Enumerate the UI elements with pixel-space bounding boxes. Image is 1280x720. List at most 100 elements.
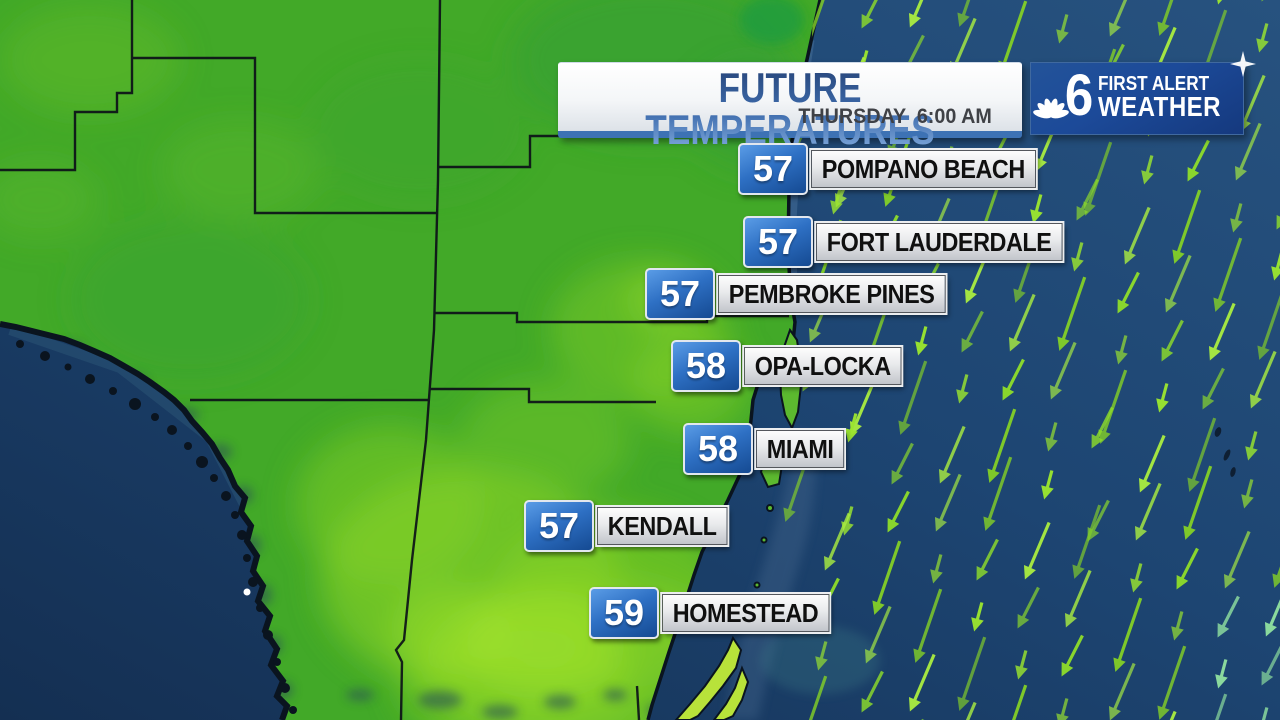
wind-arrow-icon — [845, 413, 858, 443]
temp-value: 57 — [524, 500, 594, 552]
wind-arrow-icon — [1249, 350, 1277, 409]
label-homestead: 59 HOMESTEAD — [589, 587, 848, 639]
wind-arrow-icon — [1213, 237, 1243, 312]
wind-arrow-icon — [1115, 335, 1128, 365]
wind-arrow-icon — [1141, 155, 1154, 185]
wind-arrow-icon — [957, 636, 987, 711]
nbc-peacock-icon — [1033, 98, 1070, 118]
label-opa-locka: 58 OPA-LOCKA — [671, 340, 919, 392]
wind-arrow-icon — [1176, 547, 1199, 590]
wind-arrow-icon — [961, 310, 984, 353]
wind-arrow-icon — [915, 326, 928, 356]
wind-arrow-icon — [1091, 406, 1114, 449]
wind-arrow-icon — [957, 0, 987, 27]
wind-arrow-icon — [1259, 707, 1269, 720]
label-miami: 58 MIAMI — [683, 423, 854, 475]
wind-arrow-icon — [891, 442, 914, 485]
wind-arrow-icon — [1015, 650, 1028, 680]
wind-arrow-icon — [908, 653, 936, 712]
wind-arrow-icon — [983, 456, 1013, 531]
wind-arrow-icon — [1108, 662, 1136, 720]
wind-arrow-icon — [1130, 563, 1143, 593]
offshore-islets — [1214, 427, 1236, 477]
wind-arrow-icon — [872, 540, 902, 615]
wind-arrow-icon — [1164, 254, 1192, 313]
label-kendall: 57 KENDALL — [524, 500, 742, 552]
wind-arrow-icon — [1002, 358, 1025, 401]
wind-arrow-icon — [1001, 684, 1028, 720]
wind-arrow-icon — [1241, 479, 1254, 509]
brand-tagline: FIRST ALERT WEATHER — [1097, 72, 1241, 122]
wind-arrow-icon — [823, 512, 851, 571]
temp-value: 58 — [671, 340, 741, 392]
wind-arrow-icon — [801, 675, 828, 720]
city-name: OPA-LOCKA — [744, 347, 902, 385]
wind-arrow-icon — [987, 408, 1017, 483]
wind-arrow-icon — [815, 641, 828, 671]
wind-arrow-icon — [1030, 194, 1043, 224]
wind-arrow-icon — [1276, 187, 1280, 230]
wind-arrow-icon — [1072, 504, 1102, 579]
wind-arrow-icon — [861, 670, 884, 713]
city-name: MIAMI — [756, 430, 845, 468]
channel-number: 6 — [1065, 62, 1094, 128]
poi-dot — [243, 588, 251, 596]
temp-value: 59 — [589, 587, 659, 639]
wind-arrow-icon — [1076, 178, 1099, 221]
wind-arrow-icon — [1041, 470, 1054, 500]
wind-arrow-icon — [1161, 319, 1184, 362]
weather-label: WEATHER — [1097, 90, 1221, 122]
wind-arrow-icon — [938, 425, 966, 484]
wind-arrow-icon — [1061, 634, 1084, 677]
temp-value: 57 — [743, 216, 813, 268]
temp-value: 58 — [683, 423, 753, 475]
wind-arrow-icon — [971, 602, 984, 632]
wind-arrow-icon — [976, 538, 999, 581]
wind-arrow-icon — [1234, 122, 1262, 181]
banner-timestamp: THURSDAY 6:00 AM — [798, 105, 992, 128]
wind-arrow-icon — [1183, 465, 1213, 540]
label-fort-lauderdale: 57 FORT LAUDERDALE — [743, 216, 1090, 268]
city-name: PEMBROKE PINES — [718, 275, 946, 313]
wind-arrow-icon — [1171, 611, 1184, 641]
wind-arrow-icon — [1187, 417, 1217, 492]
wind-arrow-icon — [1023, 521, 1051, 580]
wind-arrow-icon — [1223, 530, 1251, 589]
header-banner: FUTURE TEMPERATURES THURSDAY 6:00 AM — [558, 62, 1022, 151]
wind-arrow-icon — [1156, 383, 1169, 413]
wind-arrow-icon — [1138, 434, 1166, 493]
wind-arrow-icon — [1187, 139, 1210, 182]
wind-arrow-icon — [930, 554, 943, 584]
wind-arrow-icon — [1057, 276, 1087, 351]
wind-arrow-icon — [1157, 645, 1187, 720]
wind-arrow-icon — [913, 588, 943, 663]
wind-arrow-icon — [1202, 367, 1225, 410]
wind-arrow-icon — [1271, 251, 1280, 281]
wind-arrow-icon — [1123, 206, 1151, 265]
wind-arrow-icon — [1008, 293, 1036, 352]
wind-arrow-icon — [1157, 0, 1187, 36]
nbc6-brand-box: 6 FIRST ALERT WEATHER — [1030, 62, 1244, 135]
city-name: HOMESTEAD — [662, 594, 830, 632]
wind-arrow-icon — [1056, 14, 1069, 44]
wind-arrow-icon — [1064, 569, 1092, 628]
wind-arrow-icon — [1113, 597, 1143, 672]
wind-arrow-icon — [1256, 23, 1269, 53]
wind-arrow-icon — [1071, 242, 1084, 272]
wind-arrow-icon — [1217, 595, 1240, 638]
wind-arrow-icon — [934, 473, 962, 532]
wind-arrow-icon — [1134, 482, 1162, 541]
wind-arrow-icon — [864, 605, 892, 664]
wind-arrow-icon — [1245, 431, 1258, 461]
wind-arrow-icon — [1056, 698, 1069, 720]
label-pembroke-pines: 57 PEMBROKE PINES — [645, 268, 971, 320]
first-alert-label: FIRST ALERT — [1097, 72, 1209, 95]
wind-arrow-icon — [1208, 302, 1236, 361]
wind-arrow-icon — [861, 0, 884, 29]
wind-arrow-icon — [1230, 203, 1243, 233]
wind-arrow-icon — [830, 185, 843, 215]
city-name: FORT LAUDERDALE — [816, 223, 1063, 261]
city-name: POMPANO BEACH — [811, 150, 1036, 188]
wind-arrow-icon — [1108, 0, 1136, 37]
